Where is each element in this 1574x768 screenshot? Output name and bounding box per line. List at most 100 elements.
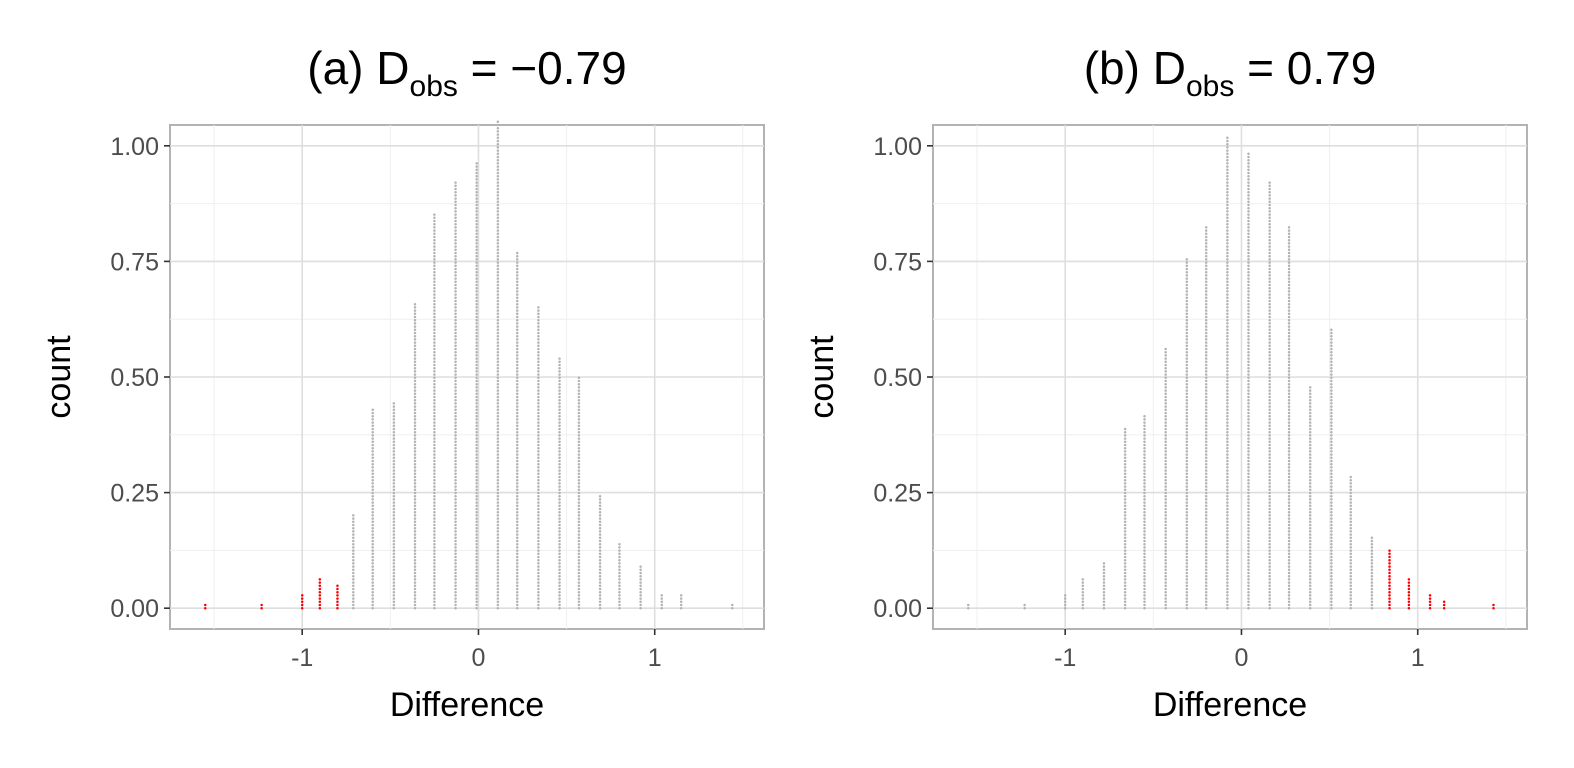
dot <box>454 491 457 495</box>
dot <box>1164 414 1167 418</box>
dot <box>1349 491 1352 495</box>
dot <box>515 312 519 316</box>
dot <box>1226 142 1229 146</box>
dot <box>1204 440 1208 444</box>
dot <box>1308 581 1312 584</box>
dot <box>433 322 436 325</box>
dot <box>558 357 561 360</box>
dot <box>475 510 478 514</box>
dot <box>433 414 436 418</box>
dot <box>558 392 561 396</box>
dot <box>496 184 500 188</box>
dot <box>577 456 581 460</box>
dot <box>496 331 500 335</box>
dot <box>352 606 355 610</box>
dot <box>454 443 457 447</box>
dot <box>371 558 374 562</box>
dot <box>967 603 970 607</box>
dot <box>1185 302 1189 306</box>
dot <box>1204 558 1208 562</box>
dot <box>558 373 561 376</box>
dot <box>1185 392 1189 396</box>
dot <box>1308 421 1312 424</box>
dot <box>496 555 500 559</box>
dot <box>413 318 417 322</box>
dot <box>352 571 355 575</box>
dot <box>433 437 436 440</box>
dot-column <box>1081 578 1085 610</box>
dot <box>537 568 540 572</box>
dot <box>577 427 581 431</box>
dot <box>433 376 436 380</box>
dot <box>1287 226 1291 229</box>
dot <box>1226 258 1229 261</box>
dot <box>1204 571 1208 575</box>
dot <box>496 440 500 444</box>
dot <box>1185 347 1189 351</box>
dot <box>1123 606 1127 610</box>
dot <box>1308 414 1312 418</box>
panel-a-y-tick-label: 0.50 <box>110 364 159 392</box>
dot <box>371 494 374 498</box>
dot <box>413 373 417 376</box>
dot <box>1123 549 1127 552</box>
dot <box>639 606 642 610</box>
dot <box>1226 430 1229 434</box>
dot <box>1287 594 1291 597</box>
dot <box>515 354 519 357</box>
dot <box>618 571 621 575</box>
dot <box>1308 498 1312 501</box>
dot <box>433 379 436 383</box>
dot <box>1123 594 1127 597</box>
dot <box>1330 376 1333 380</box>
dot <box>1185 360 1189 364</box>
dot <box>1247 411 1250 415</box>
dot <box>1023 606 1026 610</box>
dot <box>558 430 561 434</box>
dot <box>475 299 478 303</box>
dot <box>336 590 339 594</box>
dot <box>392 587 396 591</box>
dot <box>1247 392 1250 396</box>
dot <box>1226 139 1229 143</box>
dot <box>577 597 581 600</box>
dot <box>413 523 417 527</box>
dot <box>1164 366 1167 370</box>
dot <box>475 443 478 447</box>
dot <box>475 578 478 581</box>
dot <box>515 315 519 319</box>
dot <box>1287 325 1291 328</box>
dot <box>537 424 540 428</box>
dot <box>537 485 540 488</box>
dot <box>475 216 478 220</box>
dot <box>1204 251 1208 255</box>
dot <box>433 402 436 405</box>
dot <box>352 594 355 597</box>
dot <box>515 357 519 360</box>
dot <box>1330 357 1333 360</box>
dot <box>1143 437 1146 440</box>
dot <box>1247 405 1250 408</box>
dot <box>1407 597 1411 600</box>
dot <box>413 485 417 488</box>
dot <box>496 434 500 437</box>
dot <box>1123 488 1127 492</box>
dot <box>1287 306 1291 309</box>
dot <box>1247 376 1250 380</box>
dot <box>537 456 540 460</box>
dot <box>1143 578 1146 581</box>
dot <box>454 302 457 306</box>
dot <box>371 411 374 415</box>
dot <box>371 485 374 488</box>
dot <box>1308 606 1312 610</box>
dot <box>1081 584 1085 588</box>
dot <box>1268 475 1271 479</box>
dot <box>1143 501 1146 504</box>
dot <box>1247 437 1250 440</box>
dot <box>454 299 457 303</box>
dot <box>537 443 540 447</box>
dot <box>1287 315 1291 319</box>
dot <box>679 600 683 604</box>
dot <box>496 229 500 232</box>
dot <box>1164 478 1167 482</box>
